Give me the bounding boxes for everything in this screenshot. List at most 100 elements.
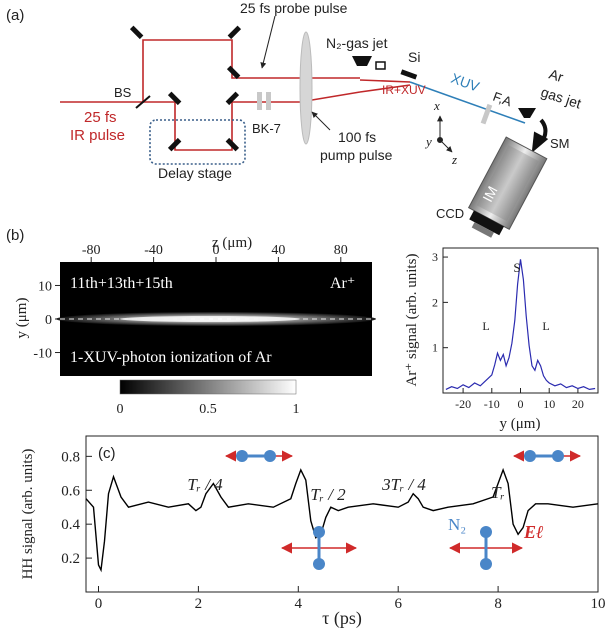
profile-xtick-label: -10 xyxy=(484,397,500,411)
label-fa: F,A xyxy=(491,89,514,110)
profile-ytick-label: 1 xyxy=(432,341,438,355)
filter-aperture xyxy=(480,103,493,125)
label-probe: 25 fs probe pulse xyxy=(240,0,348,16)
label-pump-2: pump pulse xyxy=(320,147,393,163)
hh-xlabel: τ (ps) xyxy=(322,608,362,629)
heatmap-ytick-label: 10 xyxy=(38,279,52,294)
molecule-antialigned xyxy=(280,526,358,570)
heatmap-ticks: -80 -40 0 40 80 10 0 -10 xyxy=(33,243,347,362)
hh-ylabel: HH signal (arb. units) xyxy=(20,449,36,580)
n2-gas-jet xyxy=(352,56,372,66)
profile-ytick-label: 3 xyxy=(432,250,438,264)
ion-microscope xyxy=(467,131,549,238)
profile-ylabel: Ar⁺ signal (arb. units) xyxy=(404,254,420,387)
profile-ticks: -20 -10 0 10 20 1 2 3 xyxy=(432,250,584,411)
hh-ytick-label: 0.8 xyxy=(61,449,80,465)
hh-xtick-label: 10 xyxy=(591,596,606,612)
heatmap-ytick-label: 0 xyxy=(45,313,52,328)
label-sm: SM xyxy=(550,136,570,151)
annot-quarter: Tᵣ / 4 xyxy=(187,475,223,494)
hh-xtick-label: 6 xyxy=(394,596,402,612)
peak-label-s: S xyxy=(513,260,520,275)
label-xuv: XUV xyxy=(449,70,482,95)
hh-ytick-label: 0.4 xyxy=(61,517,80,533)
hh-ytick-label: 0.2 xyxy=(61,551,80,567)
colorbar xyxy=(119,379,297,395)
hh-ticks: 0 2 4 6 8 10 0.2 0.4 0.6 0.8 xyxy=(61,449,605,612)
label-axis-x: x xyxy=(433,98,440,113)
heatmap-xtick-label: -80 xyxy=(82,243,101,258)
profile-ytick-label: 2 xyxy=(432,295,438,309)
colorbar-tick-0: 0 xyxy=(117,402,124,417)
hh-xtick-label: 2 xyxy=(195,596,203,612)
si-mirror xyxy=(400,69,418,80)
label-axis-y: y xyxy=(424,134,432,149)
heatmap-ion-label: Ar⁺ xyxy=(330,275,355,292)
heatmap-xtick-label: 0 xyxy=(213,243,220,258)
heatmap-xlabel: z (μm) xyxy=(212,235,252,251)
profile-series-line xyxy=(445,259,596,391)
peak-label-l-right: L xyxy=(542,319,549,333)
heatmap-xtick-label: 40 xyxy=(271,243,285,258)
label-n2-jet: N₂-gas jet xyxy=(326,35,388,51)
xuv-beam xyxy=(409,81,526,124)
molecule-n2-field xyxy=(448,526,524,570)
label-gas-jet: gas jet xyxy=(539,84,583,112)
beam-splitter xyxy=(135,95,151,109)
spherical-mirror xyxy=(539,118,548,139)
label-si: Si xyxy=(408,49,420,65)
jet-aperture xyxy=(375,61,386,70)
panel-c-tag: (c) xyxy=(98,445,116,462)
heatmap-beam-core xyxy=(120,316,300,322)
panel-a-tag: (a) xyxy=(6,7,24,24)
annot-half: Tᵣ / 2 xyxy=(310,485,346,504)
profile-xlabel: y (μm) xyxy=(500,416,541,432)
annot-full: Tᵣ xyxy=(491,483,505,502)
molecule-aligned-half xyxy=(224,450,294,462)
coord-axes xyxy=(437,115,453,153)
panel-b-profile: -20 -10 0 10 20 1 2 3 S L L y (μm) Ar⁺ signal (… xyxy=(404,247,599,432)
heatmap-xtick-label: -40 xyxy=(144,243,163,258)
profile-xtick-label: -20 xyxy=(455,397,471,411)
hh-frame xyxy=(85,435,599,593)
delay-stage-box xyxy=(149,119,246,165)
heatmap-harmonics-label: 11th+13th+15th xyxy=(70,275,173,292)
label-ir-2: IR pulse xyxy=(70,127,125,144)
field-label: Eℓ xyxy=(523,522,544,542)
hh-xtick-label: 0 xyxy=(95,596,103,612)
label-ir-1: 25 fs xyxy=(84,109,117,126)
n2-label: N₂ xyxy=(448,515,466,534)
label-bk7: BK-7 xyxy=(252,121,281,136)
colorbar-tick-2: 1 xyxy=(293,402,300,417)
peak-label-l-left: L xyxy=(482,319,489,333)
heatmap-ylabel: y (μm) xyxy=(14,298,30,339)
profile-xtick-label: 0 xyxy=(518,397,524,411)
label-ccd: CCD xyxy=(436,206,464,221)
bk7-plates xyxy=(257,92,271,110)
probe-pointer xyxy=(260,15,276,69)
hh-ytick-label: 0.6 xyxy=(61,483,80,499)
profile-xtick-label: 10 xyxy=(543,397,555,411)
label-pump-1: 100 fs xyxy=(338,129,376,145)
label-axis-z: z xyxy=(451,152,457,167)
heatmap-ytick-label: -10 xyxy=(33,347,52,362)
panel-a-setup: (a) xyxy=(6,0,583,238)
label-im: IM xyxy=(479,183,500,204)
hh-xtick-label: 4 xyxy=(295,596,303,612)
pump-pointer xyxy=(311,111,331,131)
heatmap-caption: 1-XUV-photon ionization of Ar xyxy=(70,349,272,366)
label-delay: Delay stage xyxy=(158,165,232,181)
panel-c-chart: (c) 0 2 4 6 8 10 0.2 0.4 0.6 0.8 τ (ps) HH signal… xyxy=(20,435,606,629)
label-ir-xuv: IR+XUV xyxy=(382,83,426,97)
label-bs: BS xyxy=(114,85,132,100)
heatmap-xtick-label: 80 xyxy=(334,243,348,258)
panel-b-tag: (b) xyxy=(6,227,24,244)
molecule-aligned-full xyxy=(512,450,582,462)
hh-xtick-label: 8 xyxy=(494,596,502,612)
ar-gas-jet xyxy=(518,108,536,118)
label-ar: Ar xyxy=(547,66,566,86)
mirrors xyxy=(129,25,242,152)
profile-xtick-label: 20 xyxy=(572,397,584,411)
